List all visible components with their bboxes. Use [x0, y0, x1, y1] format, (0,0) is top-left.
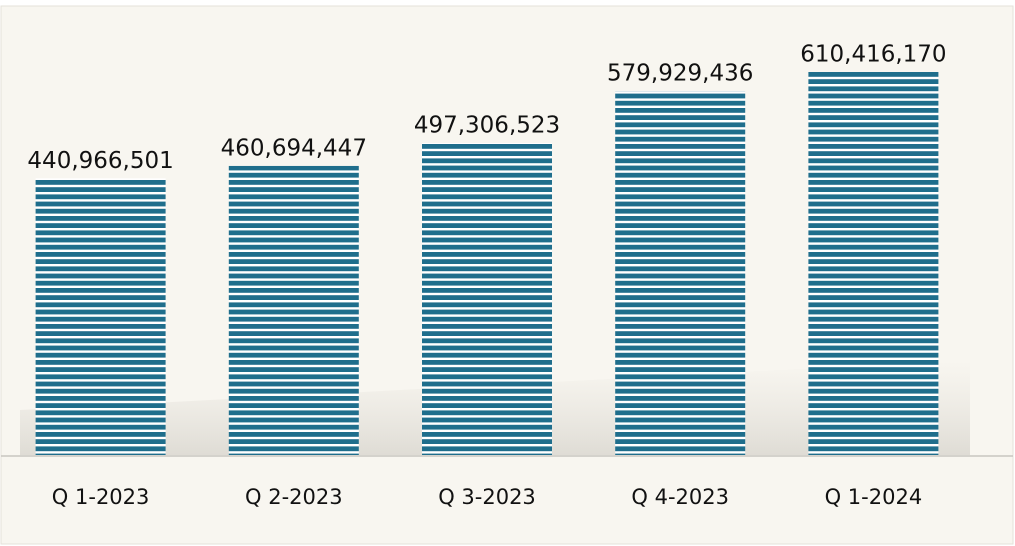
bar — [808, 72, 939, 455]
x-tick-label: Q 3-2023 — [438, 485, 536, 509]
x-tick-label: Q 4-2023 — [631, 485, 729, 509]
data-label: 579,929,436 — [607, 61, 753, 87]
data-label: 460,694,447 — [221, 135, 367, 161]
bar — [228, 165, 359, 455]
bar — [615, 91, 746, 455]
data-label: 610,416,170 — [800, 42, 946, 68]
bar — [35, 178, 166, 455]
x-tick-label: Q 1-2023 — [52, 485, 150, 509]
data-label: 497,306,523 — [414, 112, 560, 138]
x-tick-label: Q 1-2024 — [825, 485, 923, 509]
bar — [422, 142, 552, 455]
x-tick-label: Q 2-2023 — [245, 485, 343, 509]
data-label: 440,966,501 — [27, 148, 173, 174]
